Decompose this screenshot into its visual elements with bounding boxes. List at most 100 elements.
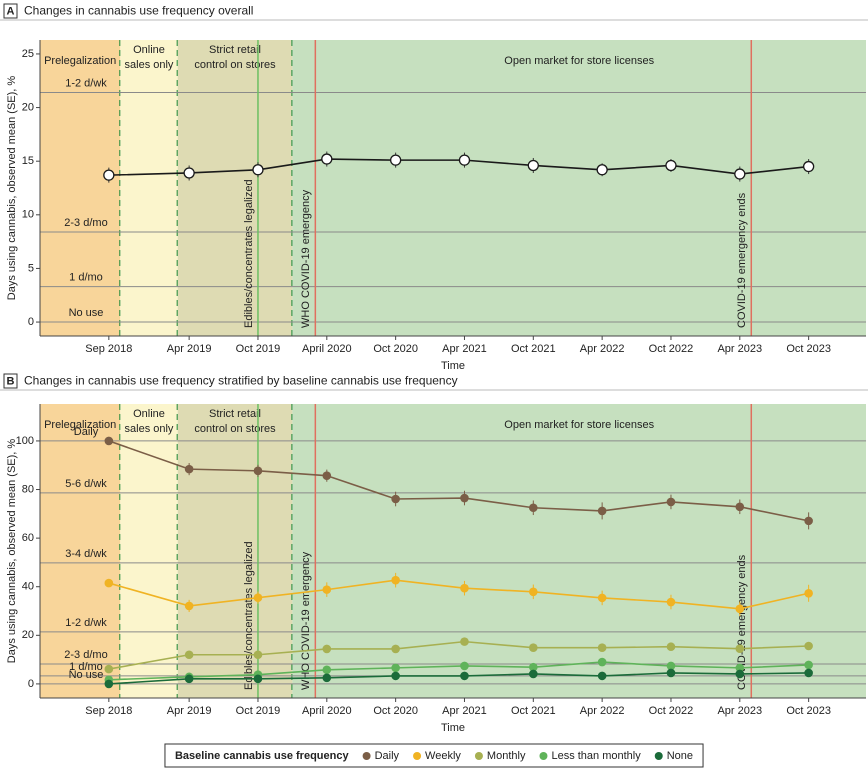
phase-label: Prelegalization — [44, 55, 116, 67]
phase-label: control on stores — [194, 423, 276, 435]
reference-label: 1 d/mo — [69, 272, 103, 284]
y-tick-label: 100 — [16, 435, 34, 447]
x-tick-label: Oct 2020 — [373, 705, 418, 717]
data-point — [184, 650, 194, 660]
phase-label: sales only — [125, 59, 174, 71]
data-point — [666, 661, 676, 671]
data-point — [391, 663, 400, 673]
phase-band — [40, 404, 121, 698]
data-point — [734, 168, 746, 180]
x-tick-label: Apr 2021 — [442, 343, 487, 355]
panel-label-box — [3, 3, 18, 19]
reference-label: 1-2 d/wk — [65, 617, 107, 629]
event-label: WHO COVID-19 emergency — [300, 551, 312, 690]
data-point — [460, 583, 469, 593]
y-tick-label: 0 — [28, 678, 34, 690]
data-point — [460, 637, 469, 646]
y-tick-label: 60 — [22, 532, 34, 544]
data-point — [804, 641, 813, 651]
data-point — [460, 493, 469, 503]
panel-label-box — [3, 373, 18, 389]
data-point — [460, 661, 469, 671]
data-point — [391, 575, 400, 585]
y-axis-label: Days using cannabis, observed mean (SE),… — [6, 439, 18, 664]
data-point — [529, 662, 538, 672]
panel-label: B — [7, 375, 15, 387]
reference-label: 1 d/mo — [69, 661, 103, 673]
x-tick-label: Apr 2023 — [717, 343, 762, 355]
phase-label: control on stores — [194, 59, 276, 71]
data-point — [322, 585, 332, 594]
x-tick-label: April 2020 — [302, 343, 352, 355]
phase-label: Strict retail — [209, 408, 261, 420]
data-point — [104, 679, 114, 689]
event-label: WHO COVID-19 emergency — [300, 189, 312, 328]
data-point — [184, 464, 194, 474]
data-point — [253, 593, 263, 602]
data-point — [529, 669, 538, 679]
legend-swatch — [539, 752, 548, 760]
data-point — [665, 159, 677, 172]
x-tick-label: Sep 2018 — [85, 705, 132, 717]
reference-label: No use — [69, 669, 104, 681]
phase-label: sales only — [125, 423, 174, 435]
event-label: COVID-19 emergency ends — [736, 554, 748, 690]
phase-band — [177, 404, 293, 698]
data-point — [735, 669, 745, 679]
x-tick-label: Oct 2022 — [649, 343, 694, 355]
x-tick-label: Oct 2019 — [236, 343, 281, 355]
reference-label: Daily — [74, 426, 99, 438]
data-point — [666, 597, 676, 607]
legend-swatch — [362, 752, 371, 760]
y-tick-label: 40 — [22, 581, 34, 593]
data-point — [184, 601, 194, 611]
phase-band — [177, 40, 293, 336]
data-point — [666, 497, 676, 507]
phase-label: Prelegalization — [44, 419, 116, 431]
data-point — [103, 169, 115, 181]
y-tick-label: 20 — [22, 101, 34, 113]
y-tick-label: 0 — [28, 316, 34, 328]
data-point — [253, 650, 263, 660]
data-point — [458, 154, 471, 166]
x-axis-label: Time — [441, 360, 465, 372]
legend: Baseline cannabis use frequency Daily Week… — [164, 743, 704, 768]
data-point — [735, 604, 745, 614]
data-point — [183, 167, 195, 179]
data-point — [666, 642, 676, 652]
phase-band — [292, 404, 866, 698]
data-point — [804, 660, 813, 670]
data-point — [597, 657, 607, 667]
x-tick-label: Apr 2019 — [167, 343, 212, 355]
data-point — [666, 668, 676, 678]
y-tick-label: 5 — [28, 262, 34, 274]
x-tick-label: April 2020 — [302, 705, 352, 717]
phase-label: Open market for store licenses — [504, 419, 654, 431]
reference-label: No use — [69, 307, 104, 319]
event-label: Edibles/concentrates legalized — [243, 541, 255, 690]
reference-label: 2-3 d/mo — [64, 649, 107, 661]
data-point — [322, 673, 332, 683]
y-tick-label: 10 — [22, 209, 34, 221]
y-tick-label: 25 — [22, 48, 34, 60]
data-point — [322, 644, 332, 654]
data-point — [596, 164, 608, 176]
phase-band — [292, 40, 866, 336]
data-point — [597, 643, 607, 653]
legend-box — [164, 743, 704, 768]
y-tick-label: 15 — [22, 155, 34, 167]
phase-band — [120, 40, 178, 336]
reference-label: 5-6 d/wk — [65, 478, 107, 490]
x-tick-label: Apr 2022 — [580, 343, 625, 355]
data-point — [389, 154, 402, 166]
panel-title: Changes in cannabis use frequency overal… — [24, 4, 253, 18]
data-point — [322, 471, 332, 480]
x-tick-label: Oct 2022 — [649, 705, 694, 717]
data-point — [804, 588, 813, 598]
data-point — [529, 643, 538, 653]
reference-label: 1-2 d/wk — [65, 77, 107, 89]
legend-swatch — [654, 752, 663, 760]
